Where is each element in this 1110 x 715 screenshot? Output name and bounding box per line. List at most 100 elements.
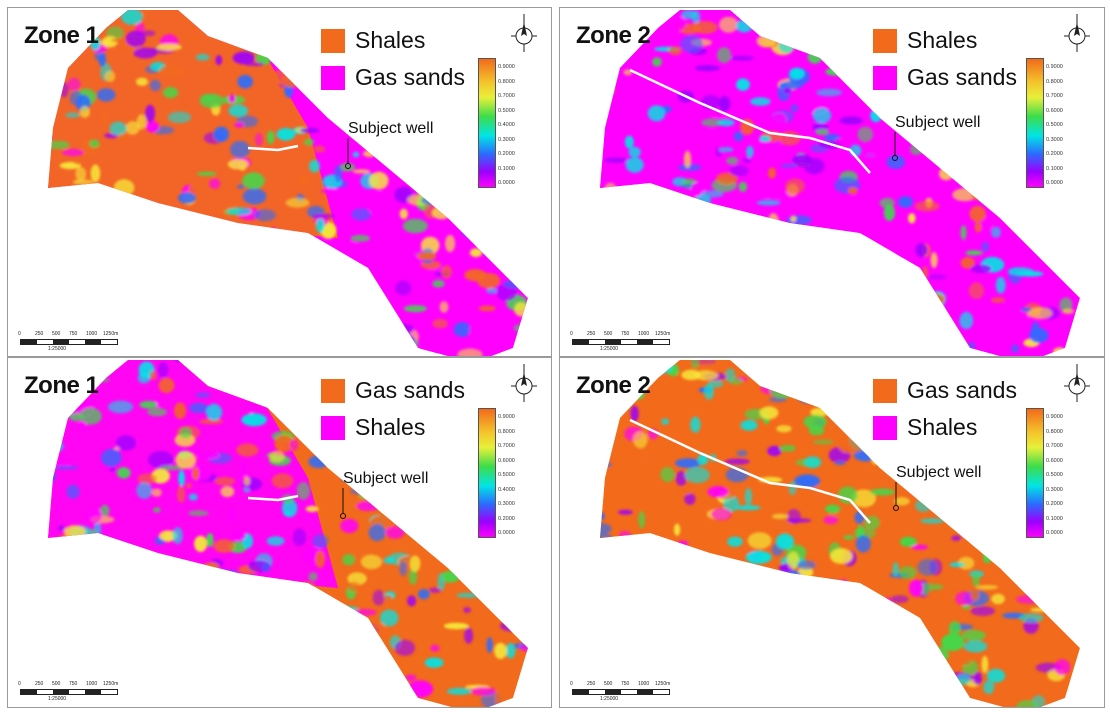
probability-blob [693, 650, 712, 665]
probability-blob [152, 221, 175, 232]
probability-blob [523, 546, 528, 560]
probability-blob [418, 528, 430, 539]
probability-blob [463, 607, 471, 613]
probability-blob [960, 257, 975, 269]
probability-blob [938, 485, 954, 501]
legend-label: Shales [907, 27, 978, 53]
probability-blob [320, 188, 339, 194]
probability-blob [385, 671, 401, 688]
probability-blob [834, 138, 844, 144]
probability-blob [912, 632, 926, 648]
probability-blob [243, 487, 250, 493]
probability-blob [740, 419, 758, 431]
probability-map [600, 360, 1080, 707]
probability-blob [717, 642, 737, 657]
probability-blob [851, 489, 877, 508]
probability-blob [600, 608, 612, 624]
probability-blob [843, 386, 866, 403]
probability-blob [870, 641, 886, 656]
probability-blob [780, 163, 798, 168]
zone-title: Zone 1 [24, 22, 99, 49]
probability-blob [429, 189, 447, 206]
probability-blob [209, 610, 225, 618]
probability-blob [216, 658, 223, 663]
probability-blob [471, 33, 496, 43]
probability-blob [189, 308, 215, 322]
probability-blob [632, 559, 659, 574]
probability-blob [48, 187, 52, 201]
probability-blob [807, 49, 823, 64]
probability-blob [830, 548, 853, 564]
probability-blob [614, 624, 627, 641]
probability-blob [958, 350, 972, 356]
colorbar-tick: 0.9000 [498, 414, 515, 420]
probability-blob [944, 131, 968, 137]
probability-blob [742, 569, 765, 580]
probability-blob [307, 239, 315, 245]
probability-blob [524, 508, 528, 522]
probability-blob [455, 145, 480, 164]
subject-well-marker [892, 155, 898, 161]
probability-blob [761, 313, 769, 325]
probability-blob [494, 374, 512, 392]
probability-blob [746, 694, 755, 706]
probability-blob [881, 518, 891, 527]
probability-blob [920, 518, 945, 524]
probability-blob [462, 536, 480, 547]
probability-blob [981, 125, 1003, 144]
probability-blob [840, 309, 859, 317]
probability-blob [778, 38, 795, 53]
colorbar-tick: 0.3000 [498, 136, 515, 143]
probability-blob [1000, 514, 1019, 520]
probability-blob [991, 297, 1005, 303]
legend: Gas sands Shales [321, 372, 465, 446]
probability-blob [717, 47, 732, 64]
probability-blob [526, 478, 528, 493]
probability-blob [457, 517, 477, 531]
legend-label: Gas sands [907, 64, 1017, 90]
probability-blob [691, 244, 710, 260]
probability-blob [1079, 526, 1080, 544]
probability-blob [205, 403, 223, 421]
probability-blob [1043, 17, 1053, 32]
probability-blob [281, 643, 300, 648]
probability-blob [34, 217, 42, 230]
probability-blob [943, 593, 954, 598]
probability-blob [432, 168, 442, 175]
probability-blob [748, 607, 769, 621]
probability-blob [1053, 347, 1066, 356]
probability-blob [312, 360, 327, 368]
probability-blob [338, 606, 359, 613]
probability-blob [770, 249, 776, 265]
probability-blob [295, 652, 313, 658]
scale-ratio: 1:25000 [600, 346, 619, 352]
probability-blob [954, 481, 967, 497]
probability-blob [425, 475, 446, 487]
probability-blob [231, 529, 247, 541]
scale-label: 500 [604, 331, 613, 337]
legend: Gas sands Shales [873, 372, 1017, 446]
probability-blob [938, 167, 954, 181]
probability-blob [860, 347, 885, 356]
probability-blob [339, 163, 356, 172]
probability-blob [1056, 554, 1080, 570]
probability-blob [521, 174, 528, 180]
probability-blob [802, 671, 818, 679]
probability-blob [90, 164, 101, 183]
well-trajectory [629, 418, 871, 524]
probability-blob [224, 240, 236, 245]
probability-blob [801, 346, 823, 356]
probability-blob [486, 249, 510, 256]
probability-blob [1030, 379, 1039, 392]
probability-blob [653, 579, 675, 597]
probability-blob [405, 674, 417, 681]
probability-blob [956, 135, 965, 143]
probability-blob [736, 19, 753, 33]
probability-blob [771, 112, 787, 126]
probability-blob [1018, 559, 1043, 572]
probability-blob [259, 317, 270, 331]
probability-blob [1027, 307, 1053, 319]
probability-blob [174, 240, 185, 251]
probability-blob [641, 566, 665, 584]
probability-blob [503, 611, 520, 627]
